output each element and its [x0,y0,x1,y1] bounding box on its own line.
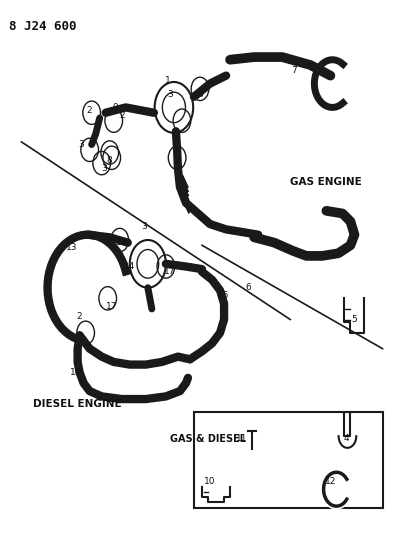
Text: DIESEL ENGINE: DIESEL ENGINE [34,399,122,409]
Text: 8 J24 600: 8 J24 600 [9,20,77,33]
Text: 8: 8 [107,156,113,165]
Text: GAS & DIESEL: GAS & DIESEL [170,434,246,444]
Text: 11: 11 [236,434,248,443]
Text: 14: 14 [124,262,135,271]
Text: 3: 3 [197,90,203,99]
Text: GAS ENGINE: GAS ENGINE [290,176,362,187]
Text: 12: 12 [325,477,336,486]
Text: 3: 3 [167,90,173,99]
Text: 17: 17 [164,268,176,276]
Text: 4: 4 [344,434,349,443]
Text: 17: 17 [106,302,118,311]
Text: 17: 17 [116,238,128,247]
Text: 15: 15 [218,291,230,300]
Text: 1: 1 [165,76,171,85]
Text: 3: 3 [101,164,107,173]
Text: 13: 13 [66,244,77,253]
Text: 2: 2 [77,312,82,321]
Text: 5: 5 [351,315,358,324]
Bar [194,413,383,508]
Text: 2: 2 [119,111,124,120]
Text: 10: 10 [204,477,216,486]
Text: 6: 6 [245,283,251,292]
Text: 2: 2 [87,106,93,115]
Text: 16: 16 [70,368,81,377]
Text: 7: 7 [291,66,297,75]
Text: 3: 3 [79,140,84,149]
Text: 3: 3 [141,222,147,231]
Text: 9: 9 [113,103,119,112]
